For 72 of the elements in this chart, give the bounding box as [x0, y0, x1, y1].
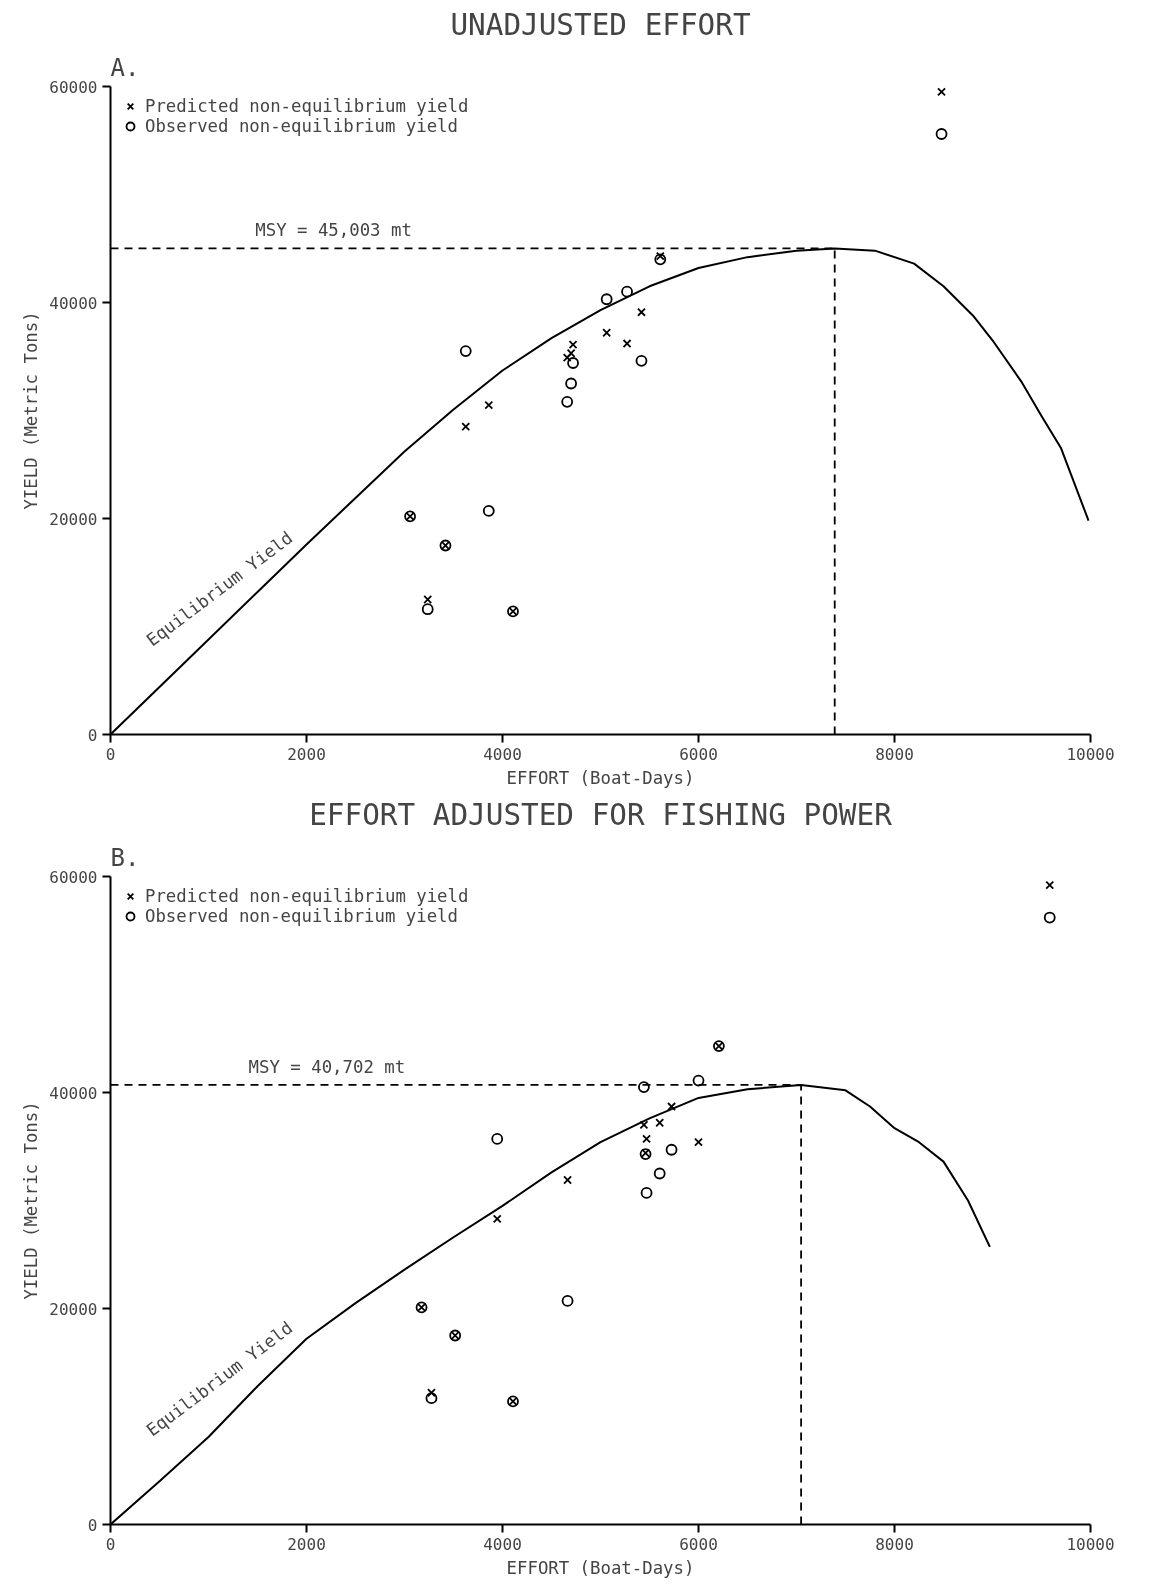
- x-tick-label: 8000: [875, 744, 914, 764]
- point: [459, 345, 472, 357]
- point: [665, 1143, 678, 1156]
- y-tick-label: 40000: [49, 293, 98, 313]
- x-tick-label: 0: [105, 1534, 116, 1554]
- point: [567, 357, 579, 369]
- text: A.: [110, 53, 140, 82]
- point: [425, 1392, 438, 1405]
- y-axis-title: YIELD (Metric Tons): [21, 311, 42, 510]
- point: [638, 1081, 650, 1093]
- point: [655, 1118, 665, 1128]
- x-tick-label: 4000: [483, 1534, 522, 1554]
- point: [482, 505, 495, 517]
- point: [622, 339, 632, 348]
- x-tick-label: 8000: [875, 1534, 914, 1554]
- point: [1043, 911, 1056, 924]
- legend-label: Observed non-equilibrium yield: [145, 116, 458, 136]
- point: [621, 285, 633, 298]
- y-tick-label: 0: [87, 725, 98, 745]
- point: [566, 348, 576, 358]
- y-axis-title: YIELD (Metric Tons): [21, 1101, 42, 1300]
- x-tick-label: 10000: [1066, 1534, 1115, 1554]
- point: [565, 377, 577, 390]
- point: [600, 293, 613, 306]
- legend-label: Predicted non-equilibrium yield: [145, 886, 469, 906]
- y-tick-label: 20000: [49, 509, 98, 529]
- x-axis-title: EFFORT (Boat-Days): [506, 1557, 695, 1578]
- point: [935, 128, 948, 140]
- x-tick-label: 6000: [679, 744, 718, 764]
- point: [461, 422, 471, 432]
- ref-line-label: MSY = 40,702 mt: [248, 1056, 406, 1077]
- point: [484, 400, 494, 410]
- point: [492, 1214, 502, 1224]
- legend-label: Predicted non-equilibrium yield: [145, 96, 469, 116]
- point: [423, 595, 433, 604]
- point: [694, 1137, 703, 1147]
- x-tick-label: 6000: [679, 1534, 718, 1554]
- point: [635, 354, 648, 367]
- point: [1045, 880, 1055, 890]
- chart-title: UNADJUSTED EFFORT: [450, 7, 751, 42]
- point: [640, 1187, 653, 1199]
- ref-line-label: MSY = 45,003 mt: [255, 220, 412, 241]
- x-tick-label: 2000: [287, 744, 326, 764]
- y-tick-label: 20000: [49, 1299, 98, 1319]
- point: [421, 603, 434, 616]
- x-tick-label: 0: [105, 744, 116, 764]
- y-tick-label: 40000: [49, 1083, 98, 1103]
- point: [639, 1120, 649, 1130]
- point: [692, 1074, 705, 1087]
- point: [667, 1102, 676, 1111]
- text: B.: [110, 843, 140, 872]
- y-tick-label: 0: [87, 1515, 98, 1535]
- y-tick-label: 60000: [49, 77, 98, 97]
- x-tick-label: 2000: [287, 1534, 326, 1554]
- point: [561, 395, 574, 408]
- point: [642, 1134, 651, 1144]
- point: [568, 340, 578, 350]
- x-tick-label: 4000: [483, 744, 522, 764]
- point: [637, 307, 646, 317]
- point: [602, 328, 612, 338]
- x-axis-title: EFFORT (Boat-Days): [506, 767, 695, 788]
- point: [654, 253, 667, 266]
- point: [491, 1133, 504, 1145]
- point: [563, 1175, 573, 1185]
- point: [937, 87, 946, 97]
- x-tick-label: 10000: [1066, 744, 1115, 764]
- y-tick-label: 60000: [49, 867, 98, 887]
- point: [653, 1167, 666, 1180]
- chart-title: EFFORT ADJUSTED FOR FISHING POWER: [309, 797, 893, 832]
- point: [561, 1295, 574, 1307]
- point: [562, 353, 572, 363]
- legend-label: Observed non-equilibrium yield: [145, 906, 458, 926]
